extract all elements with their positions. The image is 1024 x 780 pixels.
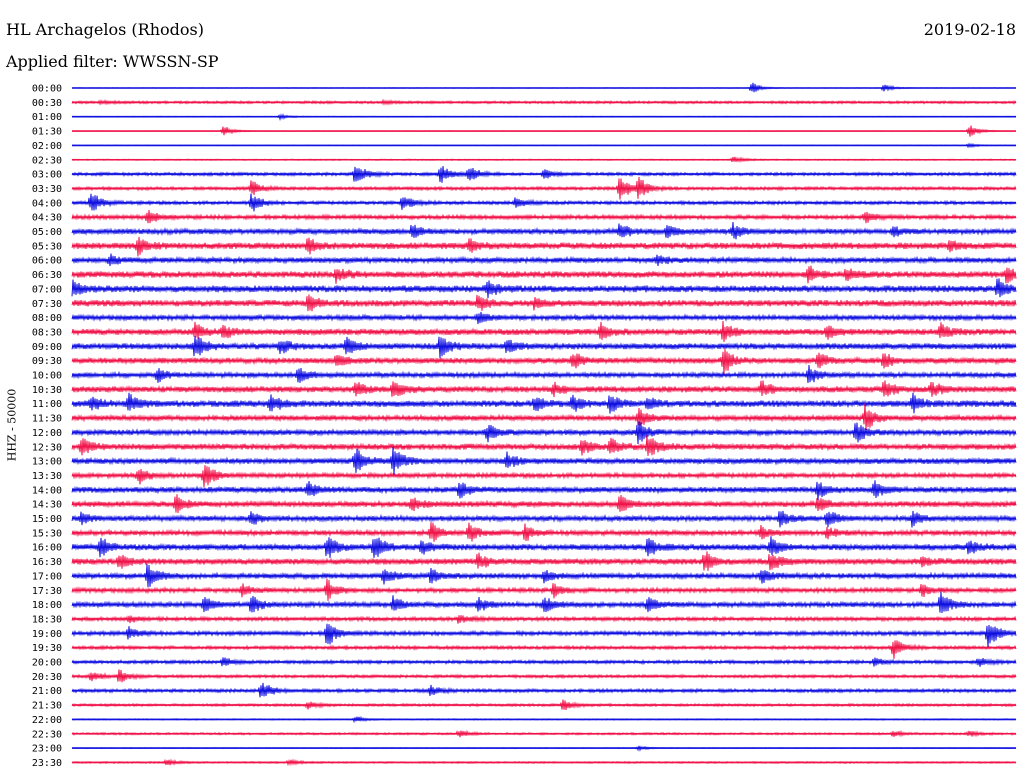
seismic-trace-0600 [71,253,1017,267]
time-tick-label: 04:30 [32,213,62,224]
seismic-trace-0900 [71,336,1017,359]
seismic-trace-0830 [71,320,1017,343]
time-tick-label: 06:30 [32,270,62,281]
seismic-trace-1800 [71,591,1017,613]
time-tick-label: 03:30 [32,184,62,195]
time-tick-label: 19:00 [32,629,62,640]
time-tick-label: 17:00 [32,571,62,582]
time-tick-label: 14:30 [32,500,62,511]
time-tick-label: 18:30 [32,614,62,625]
time-tick-label: 23:00 [32,744,62,755]
time-tick-label: 08:30 [32,327,62,338]
time-tick-label: 12:00 [32,428,62,439]
time-tick-label: 16:00 [32,543,62,554]
date-label: 2019-02-18 [923,20,1016,39]
time-tick-label: 14:00 [32,485,62,496]
time-tick-label: 07:00 [32,284,62,295]
time-tick-label: 05:00 [32,227,62,238]
time-tick-label: 22:30 [32,729,62,740]
time-tick-label: 09:00 [32,342,62,353]
seismic-trace-0730 [71,294,1017,312]
time-tick-label: 08:00 [32,313,62,324]
time-tick-label: 01:00 [32,112,62,123]
time-tick-label: 17:30 [32,586,62,597]
time-tick-label: 00:30 [32,98,62,109]
time-tick-label: 22:00 [32,715,62,726]
time-tick-label: 21:30 [32,701,62,712]
seismic-trace-0500 [71,222,1017,240]
time-tick-label: 13:00 [32,457,62,468]
time-tick-label: 13:30 [32,471,62,482]
time-tick-label: 15:00 [32,514,62,525]
seismic-trace-1900 [71,623,1017,648]
filter-label: Applied filter: WWSSN-SP [6,52,219,71]
time-tick-label: 07:30 [32,299,62,310]
time-tick-label: 05:30 [32,241,62,252]
time-tick-label: 10:30 [32,385,62,396]
time-tick-label: 12:30 [32,442,62,453]
seismic-trace-1230 [71,435,1017,456]
time-tick-label: 06:00 [32,256,62,267]
time-tick-label: 01:30 [32,127,62,138]
seismic-trace-1000 [71,364,1017,384]
time-tick-label: 02:00 [32,141,62,152]
time-tick-label: 11:00 [32,399,62,410]
time-tick-label: 11:30 [32,414,62,425]
station-title: HL Archagelos (Rhodos) [6,20,204,39]
time-tick-label: 20:30 [32,672,62,683]
time-tick-label: 21:00 [32,686,62,697]
time-tick-label: 10:00 [32,371,62,382]
seismic-trace-0530 [71,236,1017,257]
time-tick-label: 15:30 [32,528,62,539]
time-tick-label: 18:00 [32,600,62,611]
time-tick-label: 04:00 [32,198,62,209]
seismic-trace-1930 [71,640,1017,659]
time-tick-label: 09:30 [32,356,62,367]
time-tick-label: 20:00 [32,658,62,669]
time-tick-label: 16:30 [32,557,62,568]
time-tick-label: 23:30 [32,758,62,769]
seismic-trace-0930 [71,348,1017,375]
time-tick-label: 19:30 [32,643,62,654]
time-tick-label: 02:30 [32,155,62,166]
time-tick-label: 03:00 [32,170,62,181]
time-tick-label: 00:00 [32,84,62,95]
